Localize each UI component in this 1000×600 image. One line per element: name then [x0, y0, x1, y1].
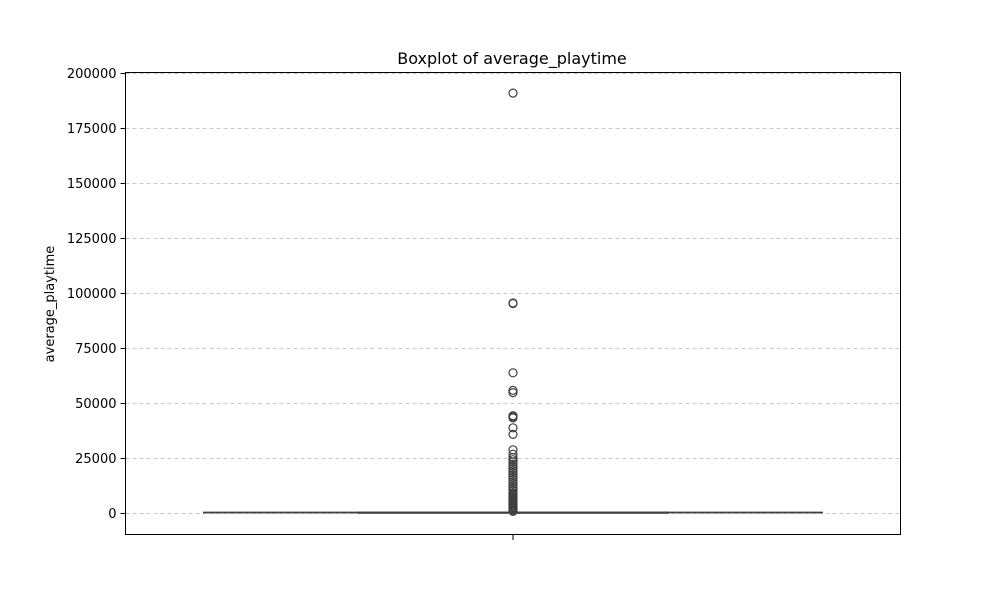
grid-lines: [125, 73, 901, 514]
chart-title: Boxplot of average_playtime: [397, 49, 627, 69]
outlier-point: [508, 413, 518, 423]
y-axis-label: average_playtime: [43, 246, 58, 363]
outlier-point: [508, 506, 518, 516]
y-tick-label: 100000: [67, 287, 117, 302]
outlier-point: [508, 423, 518, 433]
y-tick-label: 125000: [67, 232, 117, 247]
y-tick-label: 200000: [67, 67, 117, 82]
y-tick-label: 0: [108, 507, 116, 522]
outlier-points: [508, 88, 518, 516]
outlier-point: [508, 429, 518, 439]
outlier-point: [508, 88, 518, 98]
y-tick-label: 75000: [75, 342, 116, 357]
y-tick-label: 25000: [75, 452, 116, 467]
plot-frame: [125, 72, 901, 535]
y-axis-ticks: 0 25000 50000 75000 100000 125000 150000 175000…: [67, 67, 126, 522]
y-tick-label: 50000: [75, 397, 116, 412]
outlier-point: [508, 368, 518, 378]
outlier-point: [508, 298, 518, 309]
y-tick-label: 175000: [67, 122, 117, 137]
outlier-point: [508, 388, 518, 398]
y-tick-label: 150000: [67, 177, 117, 192]
